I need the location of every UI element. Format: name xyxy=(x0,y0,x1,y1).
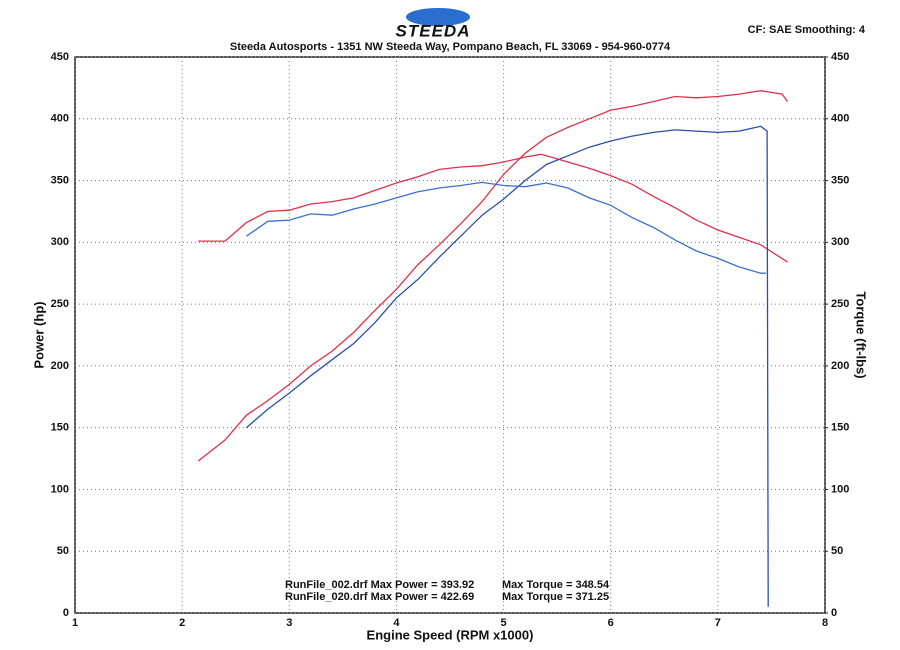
y-tick-label: 150 xyxy=(51,422,69,434)
x-tick-label: 8 xyxy=(822,617,828,629)
y2-tick-label: 100 xyxy=(831,483,849,495)
y2-tick-label: 300 xyxy=(831,236,849,248)
y-tick-label: 250 xyxy=(51,298,69,310)
x-tick-label: 6 xyxy=(608,617,614,629)
run-summary: Max Torque = 348.54 xyxy=(502,579,610,591)
y-tick-label: 450 xyxy=(51,51,69,63)
y2-tick-label: 350 xyxy=(831,174,849,186)
y-tick-label: 300 xyxy=(51,236,69,248)
y2-tick-label: 150 xyxy=(831,422,849,434)
y-tick-label: 350 xyxy=(51,174,69,186)
y2-tick-label: 400 xyxy=(831,113,849,125)
x-tick-label: 2 xyxy=(179,617,185,629)
plot-frame xyxy=(74,56,826,614)
x-tick-label: 7 xyxy=(715,617,721,629)
y-tick-label: 100 xyxy=(51,483,69,495)
y2-tick-label: 250 xyxy=(831,298,849,310)
logo-mark xyxy=(406,8,470,26)
run-summary: RunFile_020.drf Max Power = 422.69 xyxy=(285,591,474,603)
run-summary: RunFile_002.drf Max Power = 393.92 xyxy=(285,579,474,591)
y-tick-label: 400 xyxy=(51,113,69,125)
y-tick-label: 0 xyxy=(63,607,69,619)
y2-tick-label: 0 xyxy=(831,607,837,619)
x-tick-label: 5 xyxy=(501,617,507,629)
x-tick-label: 3 xyxy=(286,617,292,629)
power-torque-line xyxy=(246,181,767,274)
x-tick-label: 4 xyxy=(393,617,400,629)
y2-tick-label: 50 xyxy=(831,545,843,557)
logo: STEEDA xyxy=(396,21,471,40)
power-torque-line xyxy=(198,153,788,263)
y-tick-label: 50 xyxy=(57,545,69,557)
y-tick-label: 200 xyxy=(51,360,69,372)
power-torque-line xyxy=(245,125,769,607)
y2-axis-label: Torque (ft-lbs) xyxy=(854,291,869,378)
x-axis-label: Engine Speed (RPM x1000) xyxy=(367,627,534,642)
y2-tick-label: 200 xyxy=(831,360,849,372)
y-axis-label: Power (hp) xyxy=(31,301,46,368)
y2-tick-label: 450 xyxy=(831,51,849,63)
settings-text: CF: SAE Smoothing: 4 xyxy=(748,24,866,36)
power-torque-line xyxy=(197,90,789,462)
chart-title: Steeda Autosports - 1351 NW Steeda Way, … xyxy=(230,41,671,53)
run-summary: Max Torque = 371.25 xyxy=(502,591,609,603)
x-tick-label: 1 xyxy=(72,617,78,629)
